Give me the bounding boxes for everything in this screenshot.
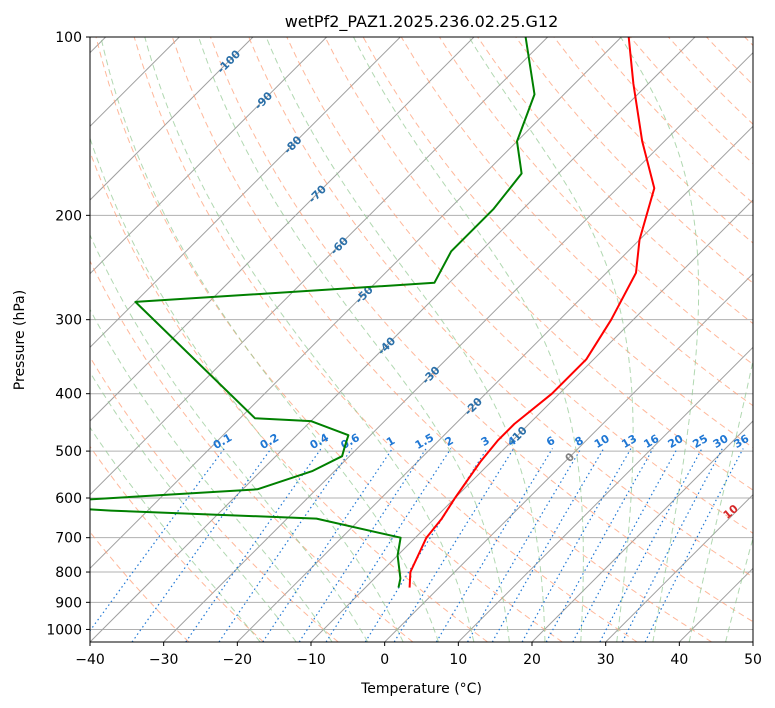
isotherm-line <box>90 37 328 275</box>
temperature-profile <box>408 37 656 588</box>
isotherm-line <box>457 346 753 642</box>
moist-adiabat-line <box>90 136 404 642</box>
dry-adiabat-line <box>95 37 563 642</box>
y-tick-label: 1000 <box>46 622 82 638</box>
x-tick-label: −30 <box>149 652 179 668</box>
y-tick-label: 300 <box>55 313 82 329</box>
y-tick-label: 500 <box>55 444 82 460</box>
dewpoint-profile <box>90 37 536 588</box>
mixing-ratio-line <box>298 448 427 642</box>
x-tick-label: 0 <box>380 652 389 668</box>
moist-adiabat-line <box>90 233 369 642</box>
isotherm-line <box>163 51 753 642</box>
mixing-ratio-line <box>393 448 515 642</box>
isotherm-line <box>90 37 254 201</box>
moist-adiabat-line <box>100 37 439 642</box>
moist-adiabat-line <box>620 37 700 642</box>
plot-area: 0.1 0.2 0.4 0.6 1 1.5 2 3 4 6 8 10 13 16 20 25 30 36-100-… <box>89 36 754 643</box>
isotherm-line <box>531 420 753 642</box>
moist-adiabat-line <box>265 37 546 642</box>
x-axis-label: Temperature (°C) <box>360 681 482 697</box>
chart-title: wetPf2_PAZ1.2025.236.02.25.G12 <box>285 12 559 32</box>
y-tick-label: 400 <box>55 387 82 403</box>
mixing-ratio-line <box>262 448 393 642</box>
x-axis: −40 −30 −20 −10 0 10 20 30 40 50 <box>75 642 762 668</box>
plot-frame <box>89 36 754 643</box>
y-axis: 1000 900 800 700 600 500 400 300 200 100 <box>46 30 90 638</box>
y-tick-label: 100 <box>55 30 82 46</box>
moist-adiabat-line <box>688 358 753 642</box>
x-tick-label: −10 <box>296 652 326 668</box>
isotherm-line <box>90 37 696 642</box>
dry-adiabat-line <box>210 37 753 623</box>
y-tick-label: 600 <box>55 491 82 507</box>
moist-adiabat-line <box>90 308 333 642</box>
y-tick-label: 800 <box>55 565 82 581</box>
x-tick-label: 30 <box>597 652 615 668</box>
dry-adiabat-line <box>90 445 264 642</box>
dry-adiabat-line <box>133 37 638 642</box>
mixing-ratio-line <box>218 448 353 642</box>
moist-adiabat-line <box>725 536 753 642</box>
isotherm-line <box>384 272 753 642</box>
dry-adiabat-line <box>515 37 753 284</box>
moist-adiabat-line <box>90 371 297 642</box>
isotherm-line <box>236 125 753 642</box>
y-tick-label: 200 <box>55 208 82 224</box>
isotherm-line <box>90 37 622 570</box>
dry-adiabat-line <box>286 37 753 534</box>
y-axis-label: Pressure (hPa) <box>12 290 28 390</box>
isotherm-line <box>90 37 475 422</box>
moist-adiabat-line <box>144 37 475 642</box>
isotherm-line <box>90 37 401 349</box>
x-tick-label: 10 <box>449 652 467 668</box>
mixing-ratio-line <box>621 448 723 642</box>
dry-adiabat-line <box>324 37 753 491</box>
mixing-ratio-line <box>521 448 632 642</box>
x-tick-label: 50 <box>744 652 762 668</box>
y-tick-label: 900 <box>55 595 82 611</box>
moist-adiabat-line <box>90 426 261 642</box>
mixing-ratio-line <box>466 448 582 642</box>
isotherm-line <box>605 493 753 642</box>
mixing-ratio-line <box>435 448 554 642</box>
series-layer <box>90 37 656 588</box>
x-tick-label: 20 <box>523 652 541 668</box>
dry-adiabat-line <box>90 259 414 642</box>
mixing-ratio-line <box>325 448 452 642</box>
y-tick-label: 700 <box>55 531 82 547</box>
x-tick-label: 40 <box>670 652 688 668</box>
x-tick-label: −40 <box>75 652 105 668</box>
moist-adiabat-line <box>198 37 510 642</box>
mixing-ratio-line <box>491 448 605 642</box>
moist-adiabat-line <box>353 37 584 642</box>
dry-adiabat-line <box>248 37 753 578</box>
dry-adiabat-line <box>171 37 712 642</box>
isotherm-line <box>90 37 549 496</box>
x-tick-label: −20 <box>223 652 253 668</box>
mixing-ratio-line <box>644 448 744 642</box>
isotherm-line <box>752 641 753 642</box>
